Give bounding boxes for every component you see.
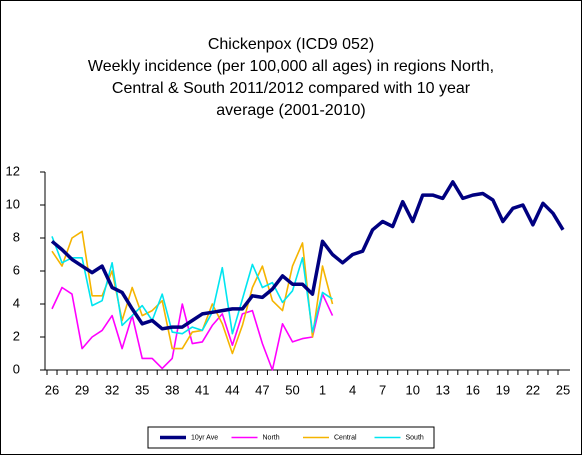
series-line — [51, 286, 334, 371]
legend-label: 10yr Ave — [191, 434, 218, 441]
y-tick-label: 8 — [13, 229, 20, 244]
x-tick-label: 44 — [225, 382, 239, 397]
x-tick-label: 32 — [105, 382, 119, 397]
x-tick-label: 29 — [75, 382, 89, 397]
chart-title: Central & South 2011/2012 compared with … — [112, 80, 471, 97]
legend-box — [147, 426, 435, 449]
chart-title: Chickenpox (ICD9 052) — [208, 36, 374, 53]
y-tick-label: 2 — [13, 328, 20, 343]
x-tick-label: 47 — [255, 382, 269, 397]
y-tick-label: 12 — [6, 163, 20, 178]
x-tick-label: 50 — [285, 382, 299, 397]
x-tick-label: 41 — [195, 382, 209, 397]
legend-label: South — [406, 434, 424, 441]
x-tick-label: 16 — [466, 382, 480, 397]
legend-label: North — [263, 434, 280, 441]
legend-label: Central — [334, 434, 357, 441]
x-tick-label: 19 — [496, 382, 510, 397]
x-tick-label: 25 — [556, 382, 570, 397]
chart-title: average (2001-2010) — [216, 102, 365, 119]
y-tick-label: 10 — [6, 196, 20, 211]
x-tick-label: 22 — [526, 382, 540, 397]
x-tick-label: 10 — [405, 382, 419, 397]
y-tick-label: 4 — [13, 295, 20, 310]
x-tick-label: 26 — [45, 382, 59, 397]
chart-title: Weekly incidence (per 100,000 all ages) … — [88, 58, 494, 75]
x-tick-label: 7 — [379, 382, 386, 397]
x-tick-label: 1 — [319, 382, 326, 397]
x-tick-label: 13 — [436, 382, 450, 397]
y-tick-label: 6 — [13, 262, 20, 277]
series-line — [51, 236, 333, 335]
series-line — [51, 230, 334, 355]
x-tick-label: 4 — [349, 382, 356, 397]
series-line — [50, 180, 565, 331]
x-tick-label: 38 — [165, 382, 179, 397]
x-tick-label: 35 — [135, 382, 149, 397]
y-tick-label: 0 — [13, 361, 20, 376]
